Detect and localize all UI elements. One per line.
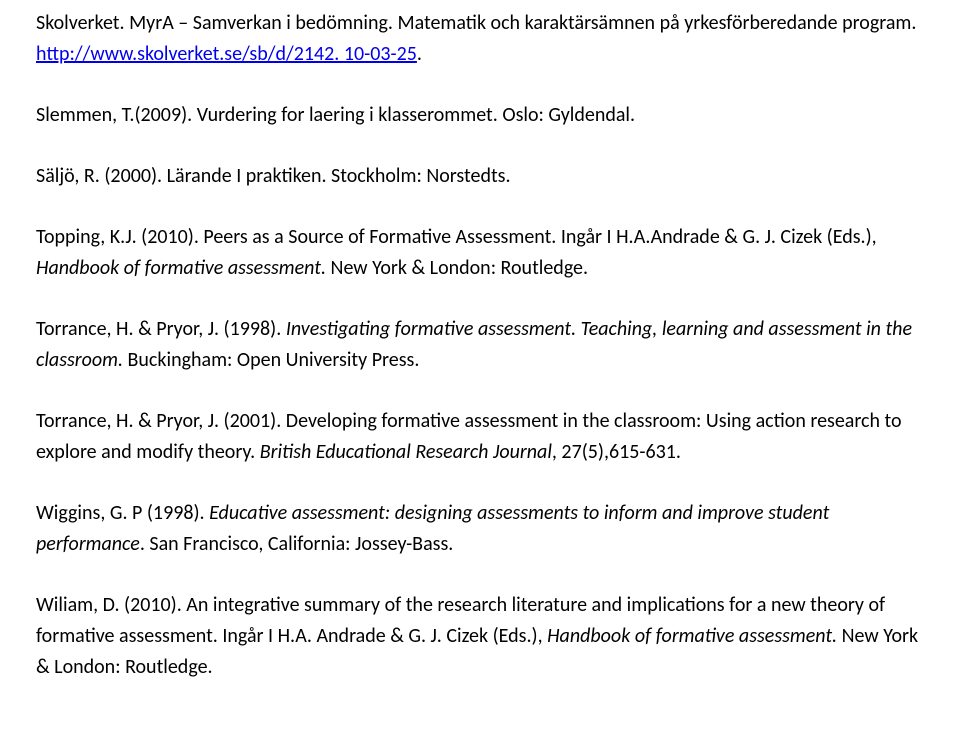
reference-text: Topping, K.J. (2010). Peers as a Source … <box>36 225 877 249</box>
reference-link[interactable]: http://www.skolverket.se/sb/d/2142. 10-0… <box>36 42 417 66</box>
reference-text: . San Francisco, California: Jossey-Bass… <box>140 532 454 556</box>
reference-text: , 27(5),615-631. <box>552 440 681 464</box>
reference-italic: Handbook of formative assessment. <box>36 256 331 280</box>
reference-entry: Topping, K.J. (2010). Peers as a Source … <box>36 222 924 284</box>
reference-entry: Wiggins, G. P (1998). Educative assessme… <box>36 498 924 560</box>
reference-text: Torrance, H. & Pryor, J. (1998). <box>36 317 286 341</box>
reference-text: . <box>417 42 422 66</box>
reference-entry: Skolverket. MyrA – Samverkan i bedömning… <box>36 8 924 70</box>
reference-text: Buckingham: Open University Press. <box>128 348 420 372</box>
reference-italic: Handbook of formative assessment. <box>547 624 842 648</box>
reference-entry: Wiliam, D. (2010). An integrative summar… <box>36 590 924 683</box>
reference-entry: Torrance, H. & Pryor, J. (2001). Develop… <box>36 406 924 468</box>
reference-text: Säljö, R. (2000). Lärande I praktiken. S… <box>36 164 511 188</box>
reference-text: New York & London: Routledge. <box>331 256 589 280</box>
reference-entry: Slemmen, T.(2009). Vurdering for laering… <box>36 100 924 131</box>
reference-entry: Säljö, R. (2000). Lärande I praktiken. S… <box>36 161 924 192</box>
reference-text: Skolverket. MyrA – Samverkan i bedömning… <box>36 11 916 35</box>
reference-entry: Torrance, H. & Pryor, J. (1998). Investi… <box>36 314 924 376</box>
reference-text: Wiggins, G. P (1998). <box>36 501 209 525</box>
reference-text: Slemmen, T.(2009). Vurdering for laering… <box>36 103 635 127</box>
reference-italic: British Educational Research Journal <box>260 440 552 464</box>
